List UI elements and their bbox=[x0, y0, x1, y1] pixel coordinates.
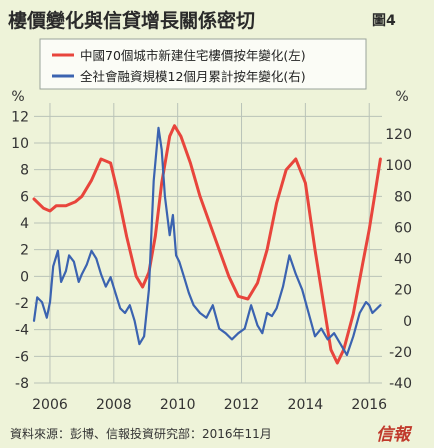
y-left-tick-label: -6 bbox=[15, 349, 29, 365]
series-line-house-price bbox=[32, 124, 382, 365]
x-tick-label: 2006 bbox=[32, 397, 68, 413]
y-left-tick-label: 10 bbox=[11, 136, 29, 152]
brand-logo: 信報 bbox=[376, 425, 410, 445]
y-right-tick-label: 120 bbox=[385, 127, 412, 143]
y-left-tick-label: 2 bbox=[20, 243, 29, 259]
source-footer: 資料來源：彭博、信報投資研究部：2016年11月 bbox=[10, 427, 272, 441]
y-left-tick-label: 4 bbox=[20, 216, 29, 232]
x-tick-label: 2010 bbox=[160, 397, 196, 413]
y-left-tick-label: -2 bbox=[15, 296, 29, 312]
legend-box bbox=[39, 38, 367, 90]
y-right-tick-label: 80 bbox=[394, 189, 412, 205]
y-left-tick-label: 8 bbox=[20, 163, 29, 179]
y-right-unit: % bbox=[395, 89, 408, 105]
y-left-tick-label: 6 bbox=[20, 189, 29, 205]
figure-label: 圖4 bbox=[372, 13, 396, 29]
legend-label: 全社會融資規模12個月累計按年變化(右) bbox=[80, 69, 306, 84]
y-left-tick-label: 12 bbox=[11, 109, 29, 125]
x-tick-label: 2012 bbox=[224, 397, 260, 413]
y-left-unit: % bbox=[11, 89, 24, 105]
y-right-tick-label: -40 bbox=[389, 376, 412, 392]
y-right-tick-label: 20 bbox=[394, 283, 412, 299]
series-line-social-financing bbox=[32, 126, 382, 357]
y-right-tick-label: 0 bbox=[403, 314, 412, 330]
y-right-tick-label: 100 bbox=[385, 158, 412, 174]
legend-label: 中國70個城市新建住宅樓價按年變化(左) bbox=[80, 48, 306, 63]
y-left-tick-label: 0 bbox=[20, 269, 29, 285]
x-tick-label: 2008 bbox=[96, 397, 132, 413]
y-left-tick-label: -8 bbox=[15, 376, 29, 392]
x-tick-label: 2016 bbox=[351, 397, 387, 413]
y-right-tick-label: -20 bbox=[389, 345, 412, 361]
y-left-tick-label: -4 bbox=[15, 323, 29, 339]
x-tick-label: 2014 bbox=[288, 397, 324, 413]
y-right-tick-label: 60 bbox=[394, 220, 412, 236]
y-right-tick-label: 40 bbox=[394, 252, 412, 268]
chart-title: 樓價變化與信貸增長關係密切 bbox=[8, 10, 256, 32]
